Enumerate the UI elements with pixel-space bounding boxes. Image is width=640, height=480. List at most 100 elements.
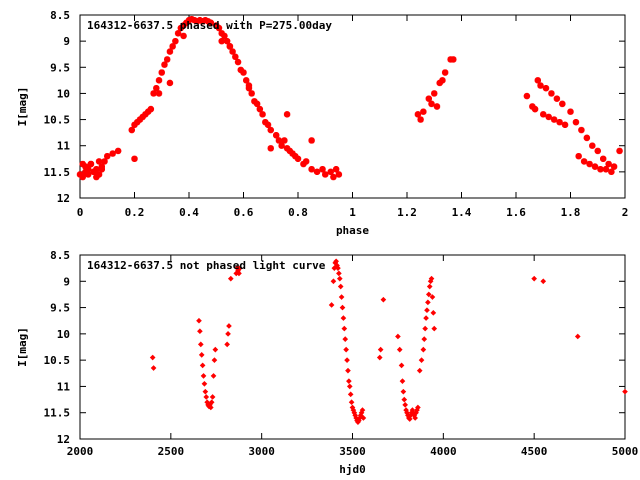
- raw-x-tick-label: 4000: [430, 445, 457, 458]
- phased-data-point: [589, 142, 596, 149]
- phased-data-point: [93, 166, 100, 173]
- phased-data-point: [441, 69, 449, 76]
- raw-x-tick-label: 5000: [612, 445, 639, 458]
- phased-data-point: [259, 111, 266, 118]
- raw-data-point: [430, 310, 437, 316]
- raw-data-point: [346, 383, 353, 390]
- raw-data-point: [377, 346, 384, 353]
- phased-data-point: [98, 163, 105, 170]
- raw-data-point: [227, 275, 234, 282]
- phased-data-point: [594, 147, 601, 155]
- phased-data-point: [561, 121, 569, 128]
- phased-data-point: [147, 105, 155, 113]
- phased-x-tick-label: 0: [77, 206, 84, 219]
- phased-data-point: [82, 168, 89, 176]
- phased-data-point: [450, 56, 457, 63]
- phased-data-point: [139, 113, 146, 121]
- phased-data-point: [82, 163, 89, 170]
- raw-data-point: [331, 265, 338, 271]
- raw-data-point: [359, 407, 366, 413]
- raw-data-point: [226, 323, 232, 329]
- raw-data-point: [398, 362, 405, 369]
- raw-y-tick-label: 9.5: [50, 302, 70, 315]
- phased-data-point: [273, 132, 280, 139]
- raw-data-point: [400, 388, 407, 395]
- phased-data-point: [289, 150, 296, 157]
- raw-data-point: [428, 275, 435, 282]
- phased-data-point: [134, 118, 141, 126]
- phased-data-point: [578, 126, 585, 134]
- phased-data-point: [575, 152, 582, 160]
- phased-data-point: [600, 155, 607, 162]
- raw-data-point: [210, 373, 217, 379]
- raw-data-point: [429, 294, 436, 300]
- phased-data-point: [142, 111, 149, 118]
- raw-y-tick-label: 10: [57, 328, 70, 341]
- phased-y-tick-label: 12: [57, 192, 70, 205]
- phased-data-point: [550, 116, 558, 123]
- raw-light-curve-panel: 2000 2500 3000 3500 4000 4500 5000 8.5 9 9.5 10 10.…: [16, 249, 638, 476]
- phased-data-point: [559, 100, 566, 108]
- phased-data-point: [267, 126, 274, 134]
- phased-data-point: [150, 90, 157, 97]
- phased-data-point: [128, 126, 135, 134]
- phased-data-point: [213, 22, 220, 29]
- phased-data-point: [278, 142, 285, 149]
- phased-data-point: [610, 163, 618, 170]
- phased-data-point: [101, 158, 108, 165]
- raw-data-point: [425, 291, 432, 298]
- raw-data-point: [209, 394, 216, 400]
- phased-data-point: [229, 48, 236, 55]
- raw-data-point: [339, 304, 346, 311]
- phased-y-tick-label: 11.5: [44, 166, 71, 179]
- raw-data-point: [345, 367, 351, 374]
- phased-data-point: [79, 160, 86, 168]
- raw-data-point: [574, 333, 581, 340]
- phased-data-point: [87, 160, 95, 168]
- phased-data-point: [534, 77, 541, 84]
- phased-data-point: [545, 113, 552, 121]
- phased-data-point: [583, 134, 591, 142]
- phased-data-point: [605, 160, 612, 168]
- phased-data-point: [248, 90, 255, 97]
- raw-x-tick-label: 2000: [67, 445, 94, 458]
- raw-data-point: [401, 396, 408, 403]
- phased-data-point: [523, 92, 531, 100]
- phased-data-point: [226, 43, 234, 50]
- phased-plot-title: 164312-6637.5 phased with P=275.00day: [87, 19, 332, 32]
- phased-data-point: [90, 168, 97, 176]
- phased-data-point: [267, 145, 274, 152]
- phased-data-point: [164, 56, 171, 63]
- raw-data-point: [203, 394, 210, 400]
- phased-data-point: [161, 61, 168, 68]
- raw-data-point: [412, 415, 418, 421]
- phased-data-point: [433, 103, 441, 110]
- phased-data-point: [436, 79, 443, 87]
- phased-data-point: [548, 90, 555, 97]
- phased-data-point: [180, 32, 187, 40]
- phased-x-axis-label: phase: [336, 224, 369, 237]
- raw-data-point: [212, 346, 219, 353]
- raw-data-point: [416, 367, 423, 374]
- phased-data-point: [553, 95, 561, 102]
- phased-data-point: [172, 37, 179, 45]
- raw-data-point: [335, 265, 341, 271]
- raw-data-point: [422, 325, 428, 332]
- phased-data-point: [308, 137, 315, 144]
- phased-data-point: [531, 105, 539, 113]
- raw-x-tick-label: 2500: [158, 445, 185, 458]
- phased-data-point: [330, 173, 337, 181]
- phased-data-point: [572, 118, 580, 126]
- phased-data-point: [243, 77, 250, 84]
- phased-data-point: [262, 118, 269, 126]
- phased-data-point: [292, 152, 299, 160]
- phased-data-point: [283, 145, 291, 152]
- raw-data-point: [418, 357, 425, 363]
- phased-data-point: [542, 85, 550, 92]
- phased-plot-frame: [79, 14, 626, 199]
- raw-data-point: [431, 325, 438, 332]
- phased-data-point: [131, 121, 138, 128]
- phased-data-point: [253, 100, 261, 108]
- phased-data-point: [256, 105, 264, 113]
- raw-data-point: [211, 357, 218, 363]
